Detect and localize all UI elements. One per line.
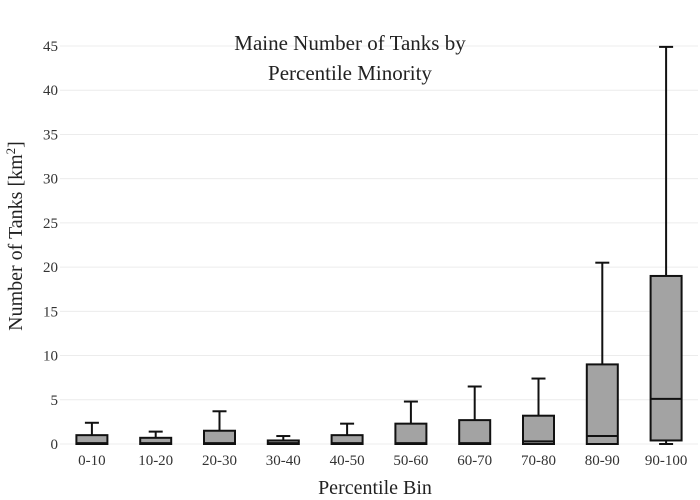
x-tick-label: 70-80 — [521, 453, 556, 469]
y-tick-label: 15 — [43, 304, 58, 320]
box-group — [394, 400, 428, 445]
box-group — [75, 421, 109, 445]
box-body — [203, 429, 236, 446]
x-tick-label: 30-40 — [266, 453, 301, 469]
x-axis-label: Percentile Bin — [318, 477, 432, 499]
y-axis-label: Number of Tanks [km2] — [3, 141, 28, 331]
y-axis-label-superscript: 2 — [3, 148, 18, 155]
box-group — [330, 422, 364, 445]
y-tick-label: 5 — [51, 393, 59, 409]
x-tick-label: 10-20 — [138, 453, 173, 469]
box-body — [649, 274, 683, 442]
x-tick-label: 0-10 — [78, 453, 106, 469]
box-body — [585, 363, 619, 445]
box-group — [203, 410, 236, 446]
y-axis-ticks: 0 5 10 15 20 25 30 35 40 45 — [43, 39, 58, 453]
box-group — [266, 435, 300, 445]
box-body — [394, 422, 428, 445]
y-tick-label: 0 — [51, 437, 59, 453]
box-group — [522, 377, 555, 446]
box-body — [522, 414, 555, 446]
y-tick-label: 45 — [43, 39, 58, 55]
y-tick-label: 40 — [43, 83, 58, 99]
x-axis-ticks: 0-10 10-20 20-30 30-40 40-50 50-60 60-70 70-80 8… — [78, 453, 687, 469]
y-tick-label: 10 — [43, 349, 58, 365]
box-series — [75, 45, 683, 446]
x-tick-label: 60-70 — [457, 453, 492, 469]
x-tick-label: 90-100 — [645, 453, 688, 469]
y-tick-label: 35 — [43, 127, 58, 143]
y-axis-label-main: Number of Tanks [km — [5, 154, 27, 331]
x-tick-label: 20-30 — [202, 453, 237, 469]
y-tick-label: 30 — [43, 172, 58, 188]
x-tick-label: 40-50 — [330, 453, 365, 469]
y-tick-label: 20 — [43, 260, 58, 276]
box-group — [139, 430, 173, 446]
y-axis-label-close: ] — [5, 141, 27, 148]
box-group — [585, 261, 619, 445]
x-tick-label: 80-90 — [585, 453, 620, 469]
box-group — [458, 385, 492, 445]
box-group — [649, 45, 683, 445]
box-body — [458, 419, 492, 445]
y-tick-label: 25 — [43, 216, 58, 232]
gridlines — [60, 45, 698, 445]
x-tick-label: 50-60 — [393, 453, 428, 469]
chart-title-line-2: Percentile Minority — [268, 61, 432, 85]
chart-title-line-1: Maine Number of Tanks by — [234, 31, 466, 55]
